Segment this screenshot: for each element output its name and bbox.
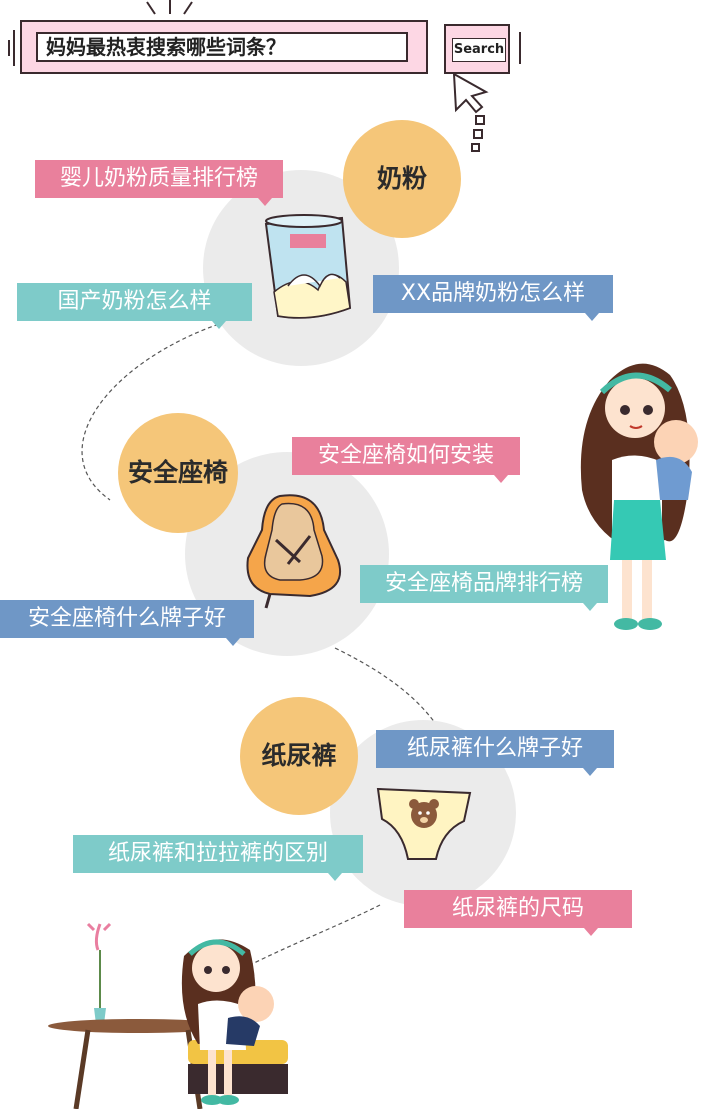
- title-banner: 妈妈最热衷搜索哪些词条？: [20, 20, 428, 74]
- tag-carseat-3[interactable]: 安全座椅什么牌子好: [0, 600, 254, 646]
- tag-formula-2[interactable]: 国产奶粉怎么样: [17, 283, 252, 329]
- tag-carseat-2[interactable]: 安全座椅品牌排行榜: [360, 565, 608, 611]
- category-diaper: 纸尿裤: [240, 697, 358, 815]
- cursor-arrow-icon: [452, 72, 489, 152]
- tag-diaper-2[interactable]: 纸尿裤和拉拉裤的区别: [73, 835, 363, 881]
- mother-feeding-illustration: [48, 922, 288, 1109]
- tag-formula-3[interactable]: XX品牌奶粉怎么样: [373, 275, 613, 321]
- car-seat-icon: [246, 494, 341, 609]
- category-carseat: 安全座椅: [118, 413, 238, 533]
- tag-diaper-3[interactable]: 纸尿裤的尺码: [404, 890, 632, 936]
- diaper-icon: [376, 787, 472, 860]
- decor-lines: [8, 0, 521, 66]
- milk-can-icon: [264, 214, 352, 319]
- tag-formula-1[interactable]: 婴儿奶粉质量排行榜: [35, 160, 283, 206]
- category-formula: 奶粉: [343, 120, 461, 238]
- mother-baby-illustration: [580, 363, 698, 630]
- page-title: 妈妈最热衷搜索哪些词条？: [36, 32, 408, 62]
- tag-diaper-1[interactable]: 纸尿裤什么牌子好: [376, 730, 614, 776]
- tag-carseat-1[interactable]: 安全座椅如何安装: [292, 437, 520, 483]
- search-button[interactable]: Search: [452, 38, 506, 62]
- search-box: Search: [444, 24, 510, 74]
